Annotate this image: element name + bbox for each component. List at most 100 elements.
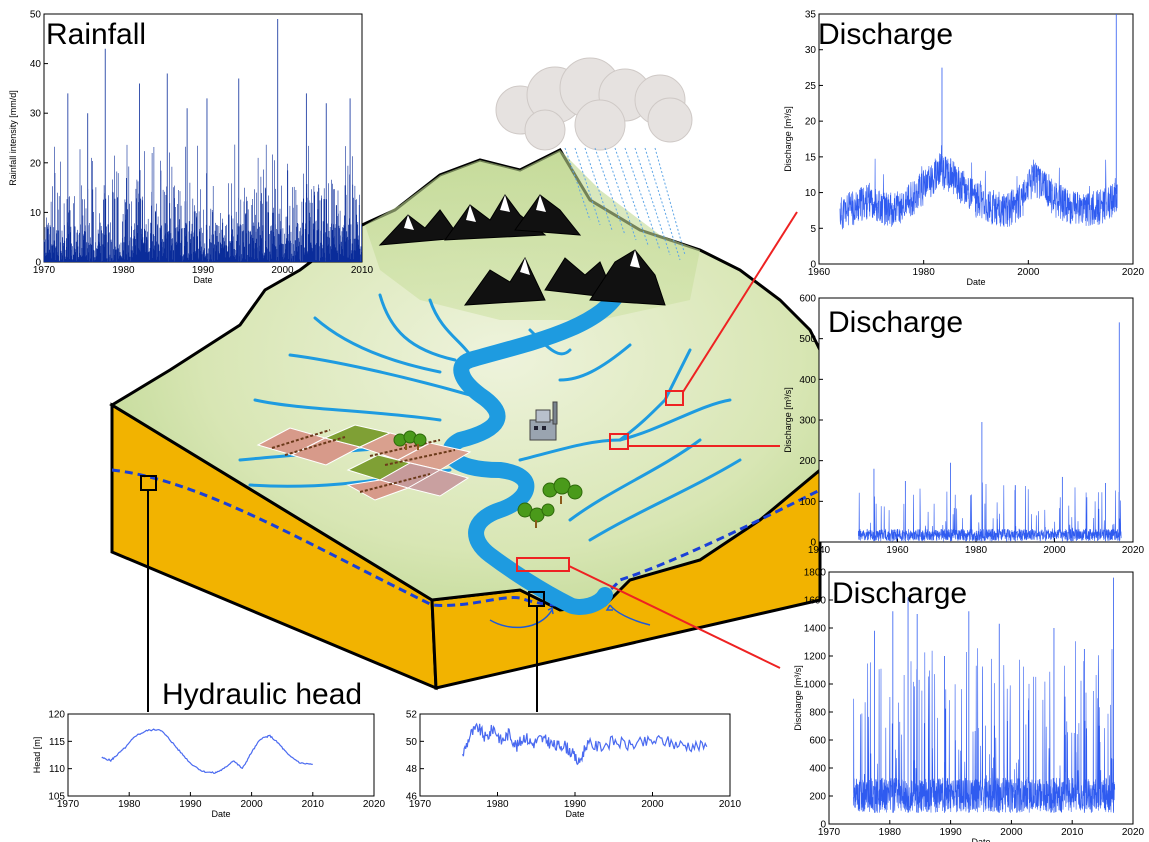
x-tick-label: 1980 [879,827,902,838]
y-tick-label: 20 [805,117,817,128]
y-tick-label: 0 [810,538,816,549]
mountain-peaks [378,194,666,306]
x-tick-label: 2020 [1122,827,1145,838]
water-table-line [111,468,821,607]
x-tick-label: 2000 [1017,267,1040,278]
agricultural-fields [256,424,472,501]
x-tick-label: 2010 [719,799,742,810]
y-tick-label: 115 [49,737,65,748]
x-tick-label: 1970 [33,265,56,276]
tree-cluster-2 [517,477,583,528]
y-tick-label: 600 [799,294,816,305]
rainfall-chart: 1970 1980 1990 2000 2010 0 10 20 30 40 50 Date Rainf… [8,10,374,286]
y-tick-label: 120 [48,710,65,721]
main-river [442,282,628,615]
x-tick-label: 1940 [808,545,831,556]
connector-line-top-discharge [682,211,798,393]
y-tick-label: 300 [799,416,816,427]
factory-icon [529,401,558,441]
hydraulic-head-title: Hydraulic head [162,678,362,711]
discharge-series-line [853,641,1116,813]
plot-area [67,713,375,797]
y-axis-label: Head [m] [32,737,42,774]
x-tick-label: 1970 [818,827,841,838]
y-tick-label: 100 [799,497,816,508]
y-tick-label: 5 [810,224,816,235]
y-tick-label: 1600 [804,596,827,607]
rain-cloud-icon [495,57,693,151]
catchment-landscape [109,57,822,712]
x-tick-label: 1980 [913,267,936,278]
y-tick-label: 10 [30,208,42,219]
x-tick-label: 1990 [939,827,962,838]
x-tick-label: 1990 [179,799,202,810]
connector-line-bottom-discharge [568,565,781,669]
discharge-title-middle: Discharge [828,306,963,339]
y-tick-label: 1200 [804,652,827,663]
y-tick-label: 25 [805,81,817,92]
rainfall-title: Rainfall [46,18,146,51]
rain-streaks [564,147,686,261]
x-tick-label: 2000 [271,265,294,276]
x-tick-label: 1980 [112,265,135,276]
discharge-title-bottom: Discharge [832,577,967,610]
y-tick-label: 30 [805,45,817,56]
y-tick-label: 30 [30,109,42,120]
x-tick-label: 2020 [1122,545,1145,556]
plot-area [818,13,1134,265]
y-tick-label: 0 [810,260,816,271]
x-axis-label: Date [193,275,212,285]
x-axis-label: Date [565,809,584,819]
x-tick-label: 1990 [564,799,587,810]
y-axis-label: Discharge [m³/s] [783,106,793,172]
y-tick-label: 105 [48,792,65,803]
y-tick-label: 50 [406,737,418,748]
y-axis-label: Discharge [m³/s] [783,387,793,453]
discharge-chart-top: 1960 1980 2000 2020 0 5 10 15 20 25 30 35 Date Discha… [783,10,1145,288]
x-axis-label: Date [966,277,985,287]
y-tick-label: 15 [805,152,817,163]
y-tick-label: 20 [30,158,42,169]
y-tick-label: 10 [805,188,817,199]
discharge-gauge-marker-3 [516,557,570,572]
exchange-arrows [489,604,651,629]
x-tick-label: 2010 [351,265,374,276]
y-tick-label: 46 [406,792,418,803]
discharge-chart-middle: 1940 1960 1980 2000 2020 0 100 200 300 400 500 600 D… [783,294,1145,557]
x-tick-label: 1980 [118,799,141,810]
y-tick-label: 600 [809,736,826,747]
x-tick-label: 2020 [1122,267,1145,278]
x-tick-label: 2010 [1061,827,1084,838]
discharge-chart-bottom: 1970 1980 1990 2000 2010 2020 0 200 400 600 800 100… [793,568,1145,842]
y-axis-label: Discharge [m³/s] [793,665,803,731]
discharge-gauge-marker-2 [609,433,629,450]
x-tick-label: 2020 [363,799,386,810]
discharge-title-top: Discharge [818,18,953,51]
y-tick-label: 200 [799,456,816,467]
head-series-line [101,728,313,774]
x-tick-label: 1960 [886,545,909,556]
x-tick-label: 1990 [192,265,215,276]
y-tick-label: 800 [809,708,826,719]
x-tick-label: 1980 [965,545,988,556]
y-tick-label: 1400 [804,624,827,635]
y-tick-label: 52 [406,710,418,721]
y-tick-label: 48 [406,764,418,775]
y-tick-label: 400 [809,764,826,775]
y-tick-label: 35 [805,10,817,21]
y-tick-label: 1800 [804,568,827,579]
head-chart-left: 1970 1980 1990 2000 2010 2020 105 110 115 120 Date… [32,710,386,820]
x-tick-label: 1960 [808,267,831,278]
y-tick-label: 110 [49,764,65,775]
y-tick-label: 50 [30,10,42,21]
y-tick-label: 200 [809,792,826,803]
y-tick-label: 400 [799,375,816,386]
x-axis-label: Date [211,809,230,819]
x-tick-label: 2000 [240,799,263,810]
x-tick-label: 2000 [1043,545,1066,556]
discharge-series-line [858,482,1122,543]
x-tick-label: 2000 [1000,827,1023,838]
tree-cluster-1 [393,430,427,450]
y-tick-label: 0 [35,258,41,269]
